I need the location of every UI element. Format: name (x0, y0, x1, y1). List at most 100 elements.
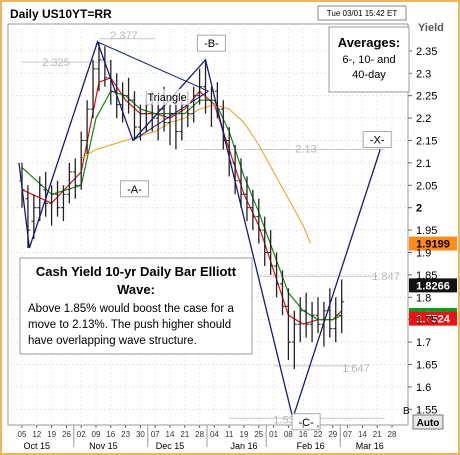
x-tick-3: 26 (62, 430, 71, 439)
x-tick-19: 16 (299, 430, 308, 439)
candle (49, 185, 55, 226)
level-label-1: 2.377 (110, 30, 138, 42)
commentary-head: Cash Yield 10-yr Daily Bar Elliott (36, 264, 237, 279)
candle (327, 288, 333, 338)
x-tick-12: 28 (195, 430, 204, 439)
candle (279, 270, 285, 316)
averages-line-1: 6-, 10- and (342, 54, 395, 66)
price-tag-label-3: 1.7524 (416, 314, 451, 326)
averages-head: Averages: (338, 35, 400, 50)
y-tick-12: 1.75 (416, 315, 437, 327)
x-tick-5: 09 (92, 430, 101, 439)
level-label-0: 2.325 (42, 57, 70, 69)
level-label-4: 1.647 (342, 363, 370, 375)
commentary-head2: Wave: (117, 282, 155, 297)
x-tick-25: 28 (388, 430, 397, 439)
plot-border (7, 23, 409, 426)
candle (256, 198, 262, 244)
averages-line-2: 40-day (352, 69, 386, 81)
y-tick-7: 2 (416, 203, 422, 215)
triangle-line-1 (132, 90, 209, 141)
x-tick-24: 21 (373, 430, 382, 439)
candle (250, 189, 256, 231)
y-tick-5: 2.1 (416, 158, 431, 170)
y-tick-6: 2.05 (416, 180, 437, 192)
y-tick-10: 1.85 (416, 270, 437, 282)
candle (96, 41, 102, 92)
candle (309, 301, 315, 343)
price-tag-label-0: 1.9199 (416, 239, 450, 251)
y-tick-3: 2.2 (416, 113, 431, 125)
candle (37, 176, 43, 222)
x-tick-23: 14 (358, 430, 367, 439)
x-tick-16: 25 (254, 430, 263, 439)
candle (60, 185, 66, 222)
candle (291, 310, 297, 369)
candle (303, 292, 309, 338)
wave-label-1: -B- (204, 38, 219, 50)
wave-label-box-3 (362, 130, 392, 148)
y-tick-14: 1.65 (416, 360, 437, 372)
y-tick-4: 2.15 (416, 135, 437, 147)
month-label-3: Jan 16 (230, 441, 257, 451)
candle (203, 59, 209, 114)
x-tick-14: 11 (225, 430, 234, 439)
candle (90, 59, 96, 119)
candle (43, 171, 49, 217)
month-label-0: Oct 15 (24, 441, 51, 451)
averages-box: Averages: 6-, 10- and 40-day (328, 26, 410, 93)
month-label-4: Feb 16 (297, 441, 325, 451)
candle (315, 297, 321, 334)
candle (274, 252, 280, 298)
candle (167, 104, 173, 145)
candle (72, 158, 78, 199)
x-tick-17: 01 (269, 430, 278, 439)
candle (55, 180, 61, 217)
x-tick-9: 07 (151, 430, 160, 439)
x-tick-6: 16 (106, 430, 115, 439)
candle (84, 100, 90, 154)
commentary-line-2: move to 2.13%. The push higher should (28, 319, 231, 331)
y-tick-15: 1.6 (416, 382, 431, 394)
candle (262, 216, 268, 266)
price-tag-0 (409, 236, 457, 251)
auto-button[interactable] (412, 414, 444, 430)
wave-label-box-0 (119, 180, 149, 198)
axes: 2.35 2.3 2.25 2.2 2.15 2.1 2.05 2 1.95 1.9 1.85 1.8… (18, 46, 438, 451)
month-label-2: Dec 15 (156, 441, 185, 451)
candle (78, 131, 84, 190)
candle (297, 297, 303, 343)
candle (126, 77, 132, 114)
auto-button-label[interactable]: Auto (417, 418, 440, 429)
candle (333, 297, 339, 343)
candle (191, 86, 197, 123)
wave-label-box-2 (291, 413, 321, 431)
y-tick-9: 1.9 (416, 248, 431, 260)
y-tick-16: 1.55 (416, 404, 437, 416)
candle (268, 230, 274, 275)
labels: -A--B--C--X-Triangle1.91991.82661.76061.… (119, 34, 457, 431)
x-tick-4: 02 (77, 430, 86, 439)
x-tick-8: 30 (136, 430, 145, 439)
candle (31, 194, 37, 240)
x-tick-7: 23 (121, 430, 130, 439)
level-label-5: 1.53 (273, 414, 294, 426)
candle (244, 176, 250, 222)
x-tick-0: 05 (18, 430, 27, 439)
wave-label-2: -C- (299, 417, 315, 429)
price-tag-3 (409, 311, 457, 326)
x-tick-10: 14 (166, 430, 175, 439)
ma-line-40-day (80, 104, 312, 244)
y-tick-2: 2.25 (416, 91, 437, 103)
chart-title: Daily US10YT=RR (10, 7, 112, 21)
month-label-1: Nov 15 (89, 441, 118, 451)
wave-label-3: -X- (370, 134, 385, 146)
level-label-2: 2.13 (295, 143, 316, 155)
wave-label-0: -A- (127, 184, 142, 196)
triangle-line-0 (97, 41, 209, 92)
y-tick-0: 2.35 (416, 46, 437, 58)
wave-label-box-4 (144, 88, 191, 105)
wave-label-4: Triangle (147, 92, 186, 104)
candle (155, 100, 161, 141)
